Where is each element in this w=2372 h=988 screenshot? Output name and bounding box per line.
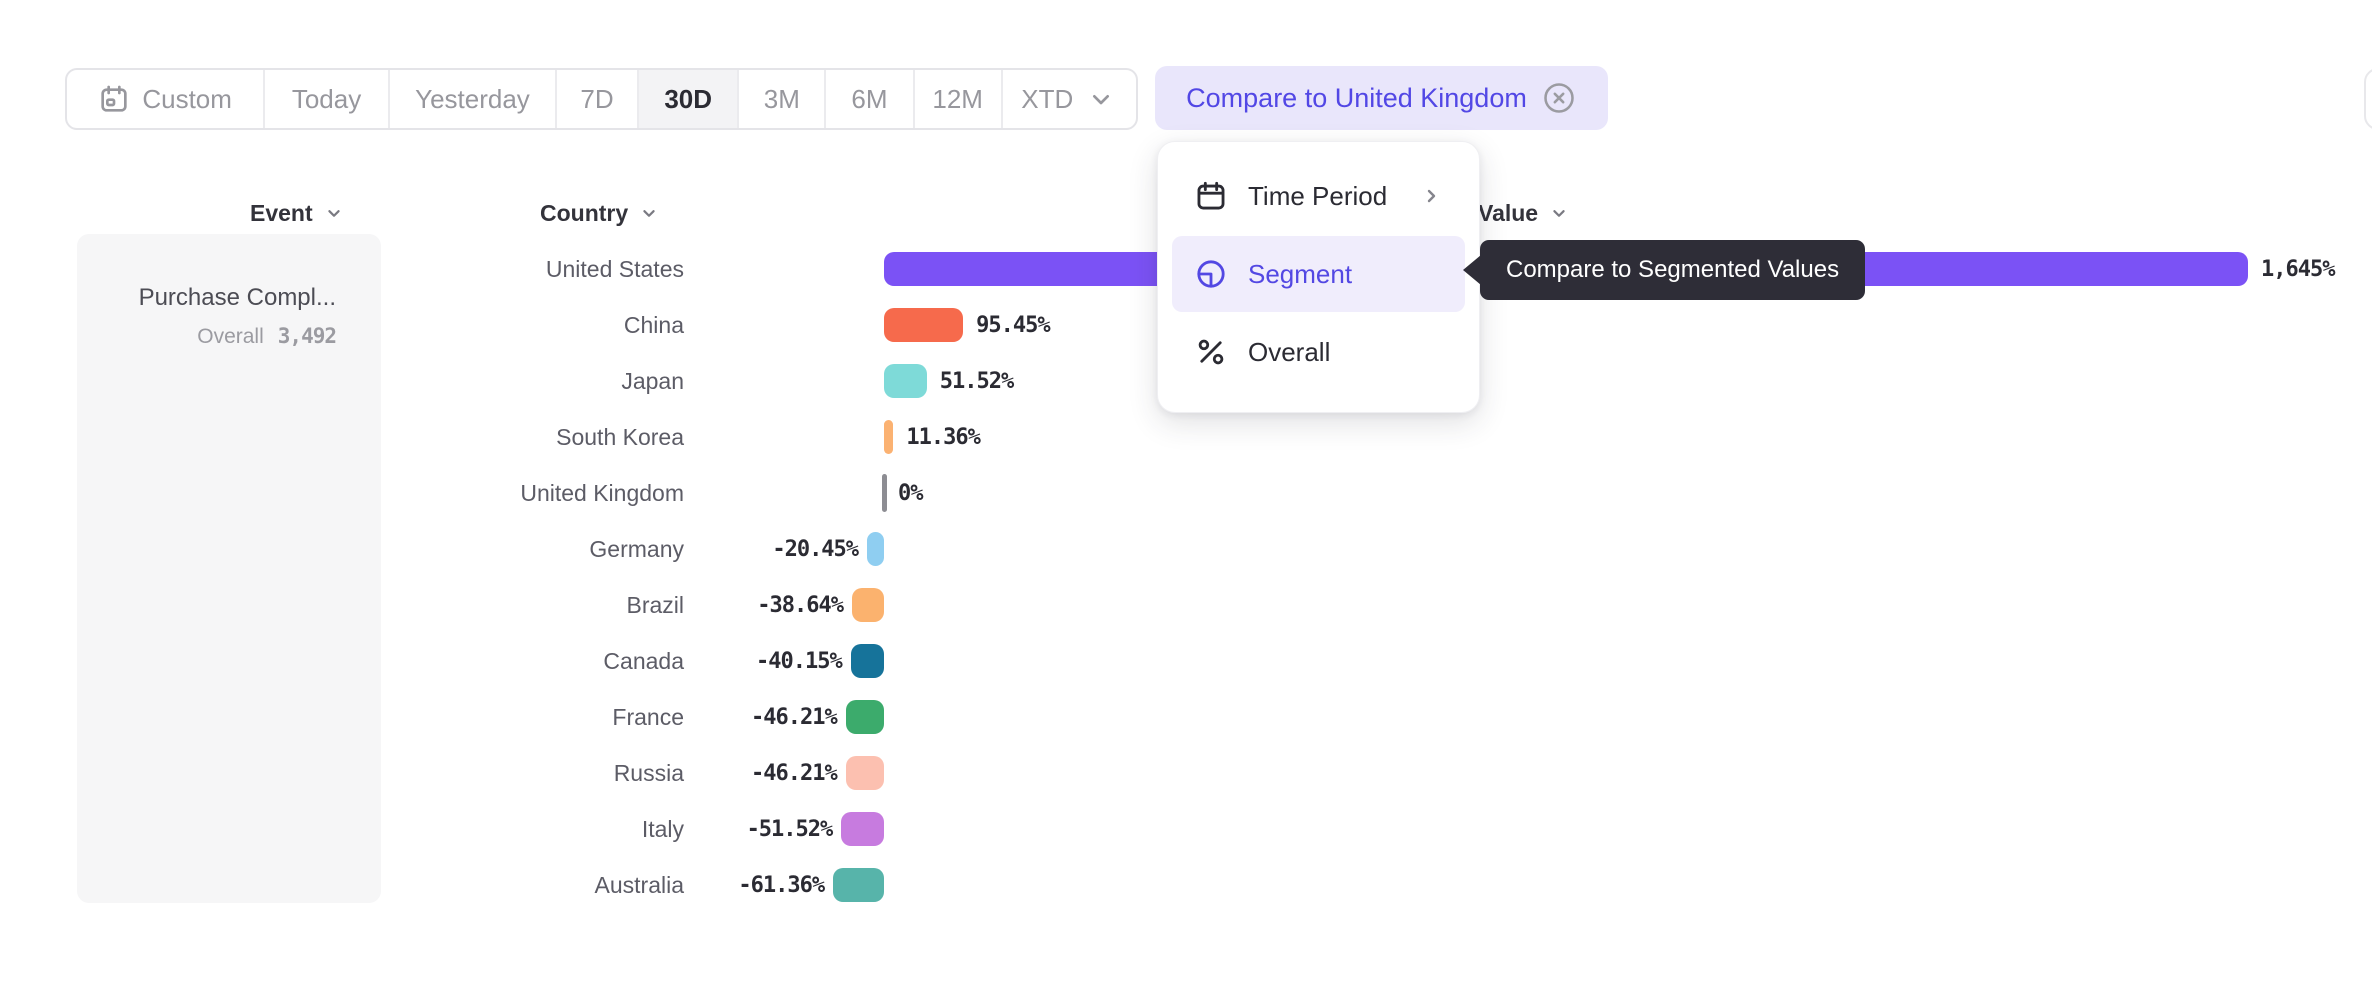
chart-row-united-kingdom: United Kingdom 0%	[0, 465, 2372, 521]
segment-icon	[1194, 257, 1228, 291]
bar-value-united-kingdom: 0%	[898, 480, 923, 506]
bar-value-canada: -40.15%	[756, 648, 843, 674]
toolbar-button-label: XTD	[1021, 83, 1074, 114]
menu-item-segment[interactable]: Segment	[1172, 236, 1465, 312]
bar-france[interactable]	[845, 700, 884, 734]
bar-canada[interactable]	[850, 644, 884, 678]
compare-chip-label: Compare to United Kingdom	[1186, 82, 1527, 113]
bar-germany[interactable]	[867, 532, 884, 566]
menu-item-label: Segment	[1248, 258, 1353, 289]
calendar-lines-icon	[1194, 179, 1228, 213]
bar-russia[interactable]	[845, 756, 884, 790]
event-overall-count: 3,492	[277, 324, 337, 348]
country-label-united-kingdom: United Kingdom	[520, 479, 684, 506]
toolbar-button-label: Yesterday	[415, 83, 530, 114]
country-label-south-korea: South Korea	[556, 423, 684, 450]
date-range-toolbar: Custom Today Yesterday 7D 30D 3M 6M 12M XTD	[65, 68, 1138, 130]
toolbar-button-label: 12M	[932, 83, 983, 114]
bar-value-china: 95.45%	[976, 312, 1050, 338]
column-header-value[interactable]: Value	[1478, 198, 1570, 228]
bar-value-united-states: 1,645%	[2261, 256, 2335, 282]
country-label-japan: Japan	[621, 367, 684, 394]
event-subtitle: Overall 3,492	[197, 324, 337, 349]
bar-value-france: -46.21%	[750, 704, 838, 730]
country-label-russia: Russia	[613, 759, 684, 786]
toolbar-button-custom[interactable]: Custom	[67, 70, 266, 128]
tooltip-text: Compare to Segmented Values	[1506, 256, 1840, 283]
toolbar-button-7d[interactable]: 7D	[557, 70, 639, 128]
chevron-down-icon	[1085, 83, 1117, 115]
bar-italy[interactable]	[841, 812, 884, 846]
menu-item-label: Overall	[1248, 336, 1331, 367]
bar-japan[interactable]	[884, 364, 927, 398]
column-header-country[interactable]: Country	[540, 198, 660, 228]
event-title: Purchase Compl...	[138, 284, 336, 311]
bar-value-germany: -20.45%	[772, 536, 859, 562]
toolbar-button-yesterday[interactable]: Yesterday	[390, 70, 558, 128]
chart-row-france: France -46.21%	[0, 689, 2372, 745]
chart-row-germany: Germany -20.45%	[0, 521, 2372, 577]
toolbar-button-label: 6M	[851, 83, 888, 114]
compare-dropdown-menu: Time Period Segment Overall	[1157, 141, 1480, 413]
toolbar-button-today[interactable]: Today	[265, 70, 390, 128]
chevron-right-icon	[1419, 184, 1443, 208]
toolbar-button-label: 7D	[580, 83, 614, 114]
chevron-down-icon	[1548, 202, 1570, 224]
bar-australia[interactable]	[833, 868, 884, 902]
chevron-down-icon	[323, 202, 345, 224]
toolbar-button-12m[interactable]: 12M	[915, 70, 1003, 128]
toolbar-button-3m[interactable]: 3M	[739, 70, 827, 128]
toolbar-button-label: Today	[291, 83, 362, 114]
column-header-value-label: Value	[1478, 199, 1539, 226]
country-label-brazil: Brazil	[626, 591, 684, 618]
country-label-united-states: United States	[545, 255, 684, 282]
bar-value-italy: -51.52%	[746, 816, 834, 842]
chart-row-brazil: Brazil -38.64%	[0, 577, 2372, 633]
column-header-event-label: Event	[250, 199, 313, 226]
bar-value-russia: -46.21%	[750, 760, 838, 786]
toolbar-button-label: Custom	[142, 83, 232, 114]
chart-row-italy: Italy -51.52%	[0, 801, 2372, 857]
percent-icon	[1194, 335, 1228, 369]
toolbar-button-xtd[interactable]: XTD	[1003, 70, 1137, 128]
country-label-canada: Canada	[603, 647, 684, 674]
country-label-australia: Australia	[594, 871, 684, 898]
toolbar-button-label: 30D	[664, 83, 713, 114]
bar-south-korea[interactable]	[884, 420, 894, 454]
column-header-event[interactable]: Event	[250, 198, 345, 228]
menu-item-overall[interactable]: Overall	[1172, 320, 1465, 384]
circle-x-icon[interactable]	[1541, 80, 1577, 116]
clipped-edge-button[interactable]	[2364, 68, 2372, 130]
column-header-country-label: Country	[540, 199, 629, 226]
bar-value-japan: 51.52%	[939, 368, 1014, 394]
chevron-down-icon	[638, 202, 660, 224]
event-subtitle-label: Overall	[197, 325, 264, 348]
bar-value-australia: -61.36%	[738, 872, 825, 898]
country-label-germany: Germany	[589, 535, 684, 562]
menu-item-time-period[interactable]: Time Period	[1172, 164, 1465, 228]
country-label-france: France	[612, 703, 684, 730]
event-card[interactable]: Purchase Compl... Overall 3,492	[77, 234, 381, 903]
chart-row-russia: Russia -46.21%	[0, 745, 2372, 801]
bar-brazil[interactable]	[851, 588, 884, 622]
toolbar-button-6m[interactable]: 6M	[826, 70, 915, 128]
chart-row-canada: Canada -40.15%	[0, 633, 2372, 689]
country-label-china: China	[623, 311, 684, 338]
compare-chip[interactable]: Compare to United Kingdom	[1155, 66, 1608, 130]
chart-row-australia: Australia -61.36%	[0, 857, 2372, 913]
zero-marker-united-kingdom[interactable]	[882, 474, 887, 512]
bar-value-south-korea: 11.36%	[906, 424, 980, 450]
toolbar-button-30d[interactable]: 30D	[638, 70, 740, 128]
tooltip: Compare to Segmented Values	[1480, 240, 1866, 300]
bar-china[interactable]	[884, 308, 964, 342]
chart-row-china: China 95.45%	[0, 297, 2372, 353]
bar-value-brazil: -38.64%	[757, 592, 844, 618]
chart-row-japan: Japan 51.52%	[0, 353, 2372, 409]
country-label-italy: Italy	[641, 815, 684, 842]
menu-item-label: Time Period	[1248, 180, 1388, 211]
chart-row-south-korea: South Korea 11.36%	[0, 409, 2372, 465]
toolbar-button-label: 3M	[763, 83, 800, 114]
calendar-icon	[98, 83, 130, 115]
